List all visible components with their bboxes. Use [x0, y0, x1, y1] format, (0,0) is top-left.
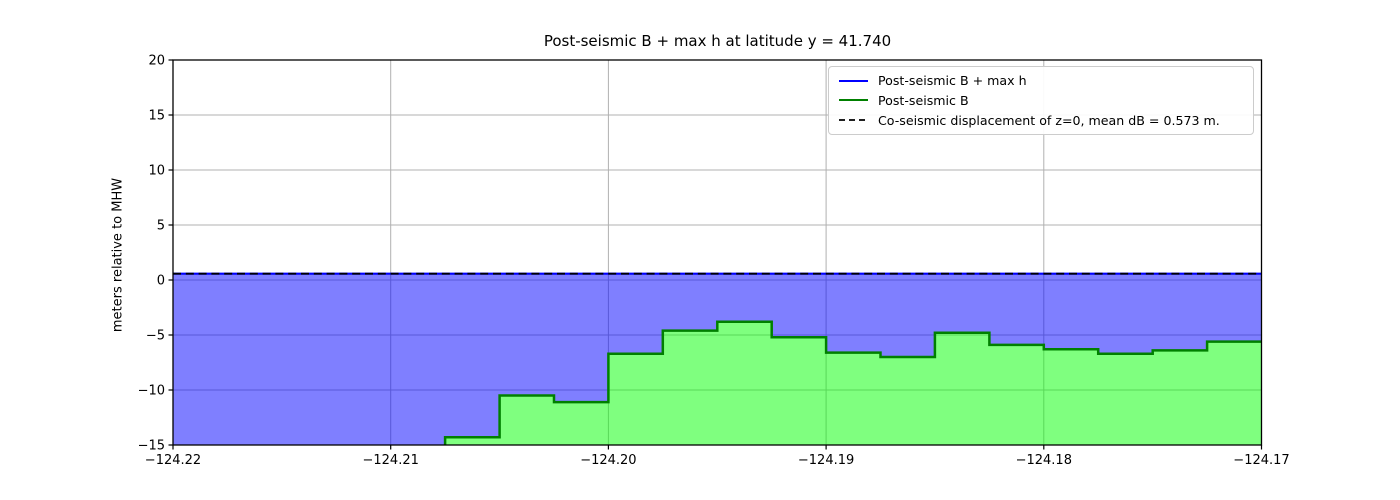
plot-border [172, 59, 1263, 446]
y-tick-label: 15 [148, 109, 165, 124]
area-post-seismic-b [445, 321, 1262, 445]
area-post-seismic-b-plus-maxh [173, 273, 1262, 445]
x-tick-label: −124.20 [580, 453, 636, 468]
y-tick-label: 10 [148, 164, 165, 179]
y-tick-label: 20 [148, 54, 165, 69]
post-seismic-b-step-line [443, 320, 1262, 445]
y-axis-label: meters relative to MHW [110, 177, 126, 333]
legend-label-co-seismic: Co-seismic displacement of z=0, mean dB … [878, 112, 1220, 128]
legend-item-co-seismic: Co-seismic displacement of z=0, mean dB … [838, 113, 1244, 128]
y-tick-label: −10 [138, 384, 165, 399]
legend-line-sample-green-solid [839, 99, 868, 102]
legend-line-sample-blue-solid [839, 79, 868, 82]
legend-item-b-plus-maxh: Post-seismic B + max h [838, 73, 1244, 88]
legend-line-sample-black-dashed [839, 119, 868, 122]
x-tick-label: −124.22 [145, 453, 201, 468]
legend-label-post-seismic-b: Post-seismic B [878, 92, 969, 108]
x-tick-label: −124.17 [1233, 453, 1289, 468]
y-tick-label: 5 [157, 219, 165, 234]
legend-label-b-plus-maxh: Post-seismic B + max h [878, 73, 1027, 89]
legend: Post-seismic B + max h Post-seismic B Co… [828, 66, 1254, 135]
x-tick-label: −124.18 [1016, 453, 1072, 468]
chart-title: Post-seismic B + max h at latitude y = 4… [543, 32, 892, 50]
y-tick-label: −5 [146, 329, 165, 344]
y-tick-label: −15 [138, 439, 165, 454]
x-tick-label: −124.19 [798, 453, 854, 468]
y-tick-label: 0 [157, 274, 165, 289]
x-tick-label: −124.21 [363, 453, 419, 468]
legend-item-post-seismic-b: Post-seismic B [838, 93, 1244, 108]
